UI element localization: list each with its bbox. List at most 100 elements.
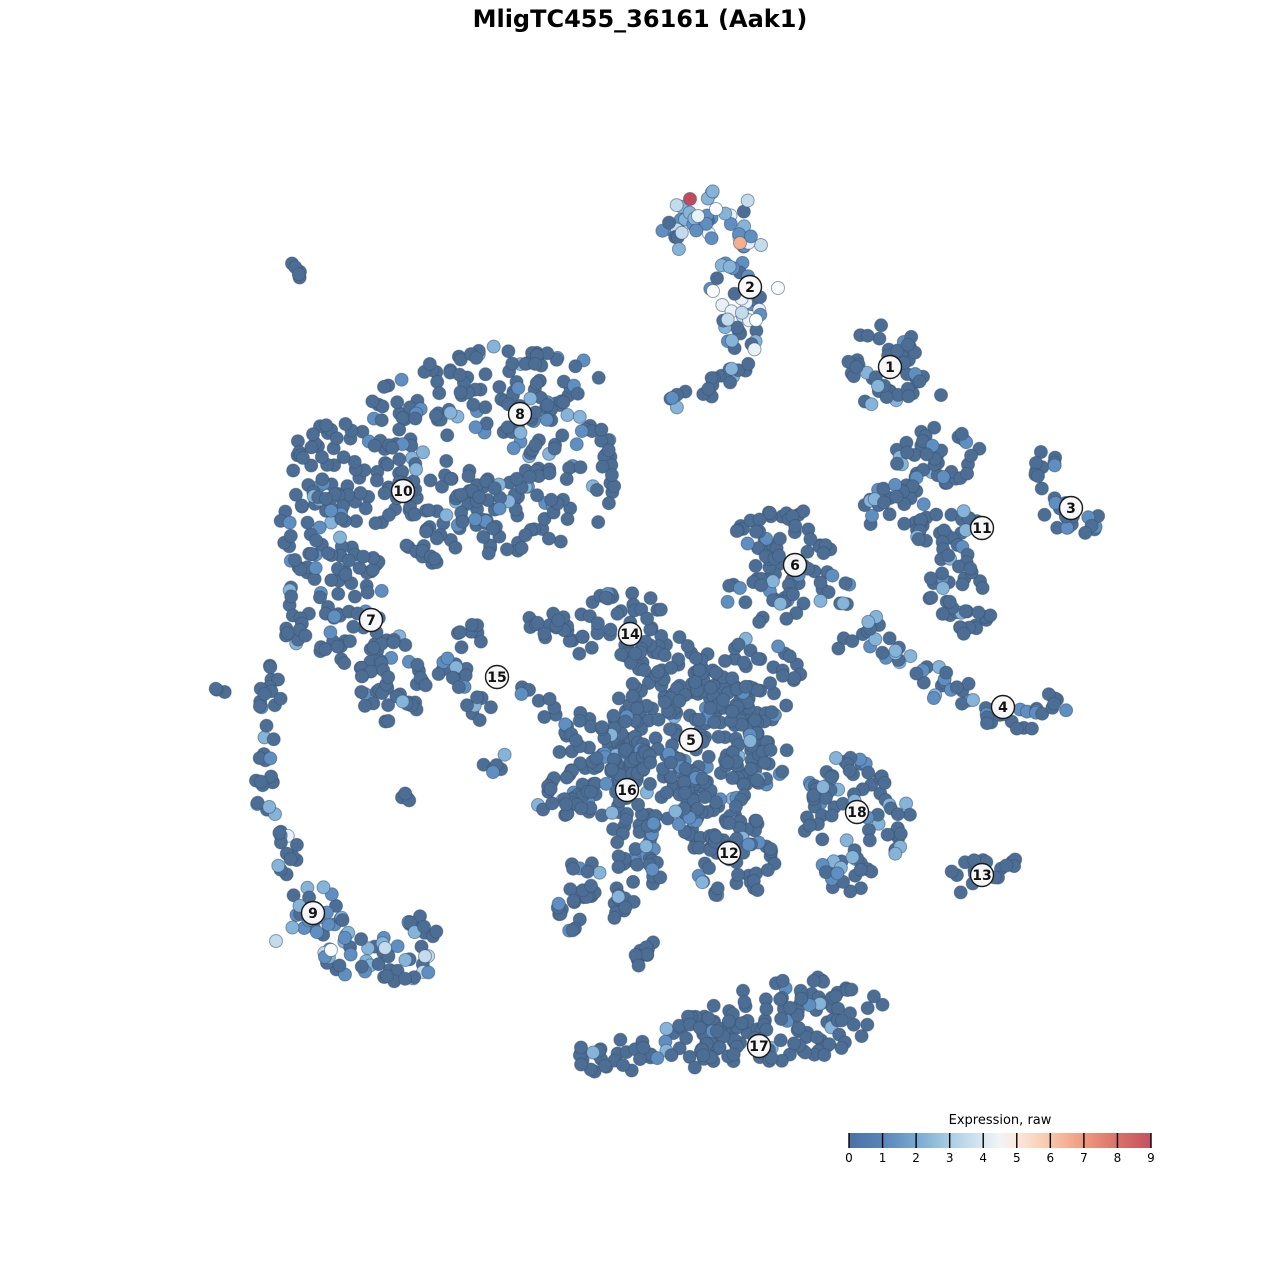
cell-point <box>382 507 396 522</box>
cell-point-highlight <box>966 693 980 707</box>
cell-point <box>912 374 927 389</box>
cell-point <box>893 826 908 841</box>
cell-point <box>888 846 903 861</box>
cell-point <box>900 445 915 460</box>
cell-point <box>313 590 327 605</box>
cell-point <box>337 930 352 945</box>
cell-point <box>636 1040 651 1055</box>
cell-point <box>342 634 357 649</box>
cell-point <box>486 765 500 780</box>
cell-point <box>283 528 298 543</box>
cell-point <box>710 271 724 286</box>
cell-point <box>324 503 339 518</box>
cell-point <box>843 884 858 899</box>
cell-point <box>774 1011 789 1026</box>
cell-point <box>763 676 778 691</box>
cell-point <box>818 865 833 880</box>
cell-point <box>836 596 851 611</box>
cell-point <box>419 524 434 539</box>
cell-point <box>273 691 288 706</box>
cell-point <box>773 596 788 611</box>
cell-point <box>262 799 277 814</box>
cell-point <box>709 795 724 810</box>
cell-point <box>888 643 903 658</box>
cell-point <box>924 590 939 605</box>
cell-point <box>454 487 469 502</box>
cell-point <box>897 516 912 531</box>
cell-point <box>610 606 625 621</box>
cell-point <box>890 807 905 822</box>
cell-point <box>643 755 658 770</box>
cell-point <box>854 1029 869 1044</box>
cell-point <box>395 694 410 709</box>
cell-point <box>421 965 436 980</box>
colorbar-tick-label: 1 <box>879 1151 887 1165</box>
cell-point <box>900 337 915 352</box>
cell-point <box>664 660 679 675</box>
cell-point <box>392 452 407 467</box>
cell-point <box>890 343 905 358</box>
cell-point <box>725 704 740 719</box>
cell-point <box>398 786 413 801</box>
cell-point <box>448 540 463 555</box>
cell-point <box>923 571 938 586</box>
cell-point <box>266 732 281 747</box>
cell-point <box>956 626 971 641</box>
cell-point <box>294 498 309 513</box>
cell-point <box>665 390 680 405</box>
cell-point <box>866 989 881 1004</box>
cell-point <box>794 991 809 1006</box>
cell-point <box>1009 721 1024 736</box>
cell-point <box>834 1013 849 1028</box>
cell-point <box>663 755 678 770</box>
cell-point <box>483 700 498 715</box>
cell-point <box>752 615 767 629</box>
cell-point <box>439 508 454 523</box>
cell-point <box>377 379 391 394</box>
cell-point <box>595 459 610 474</box>
cluster-badge-9 <box>300 900 326 926</box>
cell-point <box>846 1017 861 1032</box>
cell-point <box>432 386 447 401</box>
cell-point <box>541 531 556 546</box>
cell-point <box>645 862 660 877</box>
cell-point <box>453 625 467 640</box>
cell-point <box>626 874 641 889</box>
cell-point <box>628 646 643 661</box>
cell-point <box>728 799 743 814</box>
cell-point <box>417 919 431 934</box>
cell-point <box>559 797 574 812</box>
cell-point <box>607 479 622 494</box>
cell-point <box>618 714 633 729</box>
cell-point <box>304 440 319 455</box>
cell-point <box>810 1030 825 1045</box>
cell-point <box>553 534 568 549</box>
cell-point <box>354 932 369 947</box>
cell-point <box>390 395 405 410</box>
cell-point <box>743 229 758 244</box>
cluster-badge-label-14: 14 <box>620 627 640 643</box>
cell-point <box>749 773 764 788</box>
cell-point <box>452 367 467 382</box>
cell-point <box>1024 721 1039 736</box>
cell-point <box>500 420 515 435</box>
cell-point <box>740 193 755 208</box>
cell-point <box>772 531 787 546</box>
cell-point <box>786 587 800 602</box>
cell-point <box>605 762 619 777</box>
cell-point <box>601 443 616 458</box>
cluster-badge-10 <box>390 478 416 504</box>
cell-point <box>750 883 765 898</box>
cell-point <box>598 1058 612 1073</box>
cell-point <box>763 842 778 856</box>
cell-point <box>427 551 442 566</box>
cell-point <box>692 1020 707 1035</box>
cell-point <box>674 225 689 240</box>
cell-point-highlight <box>709 202 723 216</box>
cell-point <box>611 889 626 904</box>
cell-point <box>272 825 287 840</box>
cell-point <box>253 774 268 789</box>
cell-point <box>890 456 904 471</box>
cell-point <box>478 367 493 382</box>
